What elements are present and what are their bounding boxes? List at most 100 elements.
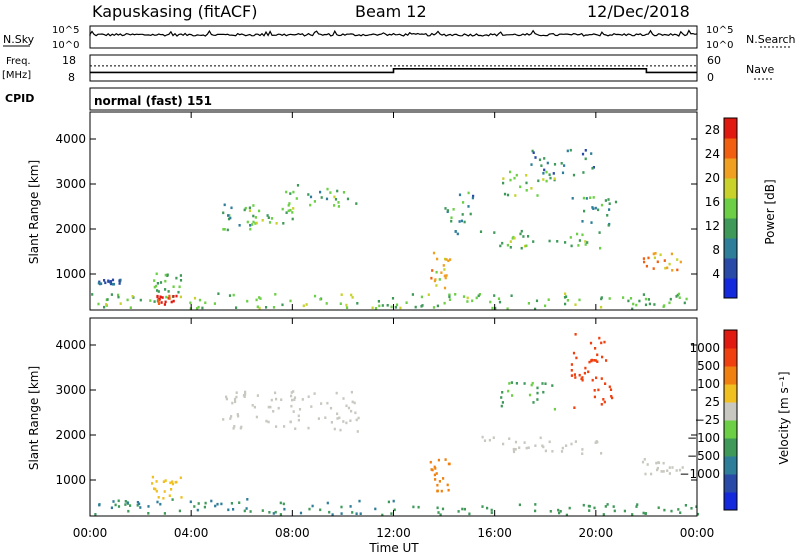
colorbar-tick-label: −500 <box>687 449 720 463</box>
heatmap-cell <box>405 301 408 304</box>
heatmap-cell <box>265 419 268 423</box>
heatmap-cell <box>593 389 596 392</box>
heatmap-cell <box>489 300 492 304</box>
x-tick-label: 16:00 <box>477 526 512 540</box>
heatmap-cell <box>663 259 666 262</box>
heatmap-cell <box>279 501 282 505</box>
heatmap-cell <box>178 285 181 289</box>
heatmap-cell <box>677 508 680 511</box>
heatmap-cell <box>265 306 268 309</box>
heatmap-cell <box>345 421 348 425</box>
heatmap-cell <box>449 258 452 261</box>
heatmap-cell <box>249 510 252 513</box>
heatmap-cell <box>178 509 181 513</box>
heatmap-cell <box>170 488 173 491</box>
heatmap-cell <box>570 369 573 372</box>
heatmap-cell <box>560 162 563 165</box>
heatmap-cell <box>675 295 678 298</box>
heatmap-cell <box>163 512 166 515</box>
heatmap-cell <box>525 189 528 192</box>
heatmap-cell <box>433 279 436 283</box>
heatmap-cell <box>157 302 161 305</box>
heatmap-cell <box>671 269 674 272</box>
heatmap-cell <box>574 376 577 379</box>
heatmap-cell <box>598 336 601 340</box>
velocity-heatmap-cells <box>94 333 699 517</box>
heatmap-cell <box>225 397 228 401</box>
heatmap-cell <box>546 161 549 165</box>
heatmap-cell <box>591 378 594 382</box>
heatmap-cell <box>597 388 600 392</box>
heatmap-cell <box>275 425 278 428</box>
heatmap-cell <box>272 410 275 413</box>
heatmap-cell <box>436 506 439 510</box>
heatmap-cell <box>600 305 603 309</box>
heatmap-cell <box>114 503 117 507</box>
heatmap-cell <box>454 230 457 233</box>
heatmap-cell <box>374 307 378 310</box>
heatmap-cell <box>294 427 297 430</box>
heatmap-cell <box>351 511 354 514</box>
heatmap-cell <box>126 501 129 504</box>
heatmap-cell <box>220 502 223 506</box>
heatmap-cell <box>313 392 316 395</box>
heatmap-cell <box>354 411 357 415</box>
heatmap-cell <box>604 199 607 202</box>
heatmap-cell <box>595 376 598 380</box>
heatmap-cell <box>226 228 229 232</box>
heatmap-cell <box>565 444 568 447</box>
heatmap-cell <box>285 190 288 194</box>
heatmap-cell <box>246 498 249 501</box>
heatmap-cell <box>97 281 100 285</box>
heatmap-cell <box>644 472 647 476</box>
heatmap-cell <box>477 294 480 298</box>
heatmap-cell <box>644 297 648 301</box>
heatmap-cell <box>657 506 660 509</box>
heatmap-cell <box>685 297 688 301</box>
heatmap-cell <box>319 298 322 301</box>
colorbar-segment <box>724 456 737 475</box>
colorbar-segment <box>724 438 737 457</box>
heatmap-cell <box>532 401 535 404</box>
heatmap-cell <box>164 479 167 482</box>
heatmap-cell <box>230 206 233 210</box>
noise-left-tick-top: 10^5 <box>52 25 79 36</box>
heatmap-cell <box>439 513 442 516</box>
heatmap-cell <box>431 269 434 272</box>
heatmap-cell <box>462 295 466 298</box>
colorbar-tick-label: 1000 <box>689 341 720 355</box>
heatmap-cell <box>551 450 554 453</box>
heatmap-cell <box>272 512 275 515</box>
heatmap-cell <box>245 507 248 510</box>
heatmap-cell <box>600 452 603 455</box>
heatmap-cell <box>668 472 671 475</box>
y-tick-label: 1000 <box>55 267 86 281</box>
heatmap-cell <box>98 503 101 506</box>
heatmap-cell <box>325 197 329 201</box>
heatmap-cell <box>435 472 438 475</box>
heatmap-cell <box>653 303 656 306</box>
heatmap-cell <box>611 396 614 400</box>
heatmap-cell <box>248 209 252 212</box>
heatmap-cell <box>666 266 669 270</box>
heatmap-cell <box>175 480 178 484</box>
heatmap-cell <box>118 282 121 285</box>
heatmap-cell <box>324 416 327 419</box>
heatmap-cell <box>493 231 496 234</box>
heatmap-cell <box>631 307 634 311</box>
heatmap-cell <box>274 510 277 514</box>
heatmap-cell <box>448 462 451 466</box>
heatmap-cell <box>656 260 659 264</box>
heatmap-cell <box>279 513 282 516</box>
heatmap-cell <box>605 359 608 362</box>
heatmap-cell <box>481 435 484 439</box>
heatmap-cell <box>678 296 681 299</box>
heatmap-cell <box>679 260 682 264</box>
heatmap-cell <box>261 219 264 222</box>
heatmap-cell <box>462 201 465 204</box>
heatmap-cell <box>340 505 343 509</box>
heatmap-cell <box>609 388 613 391</box>
heatmap-cell <box>647 298 650 301</box>
heatmap-cell <box>566 149 569 153</box>
heatmap-cell <box>539 436 542 440</box>
